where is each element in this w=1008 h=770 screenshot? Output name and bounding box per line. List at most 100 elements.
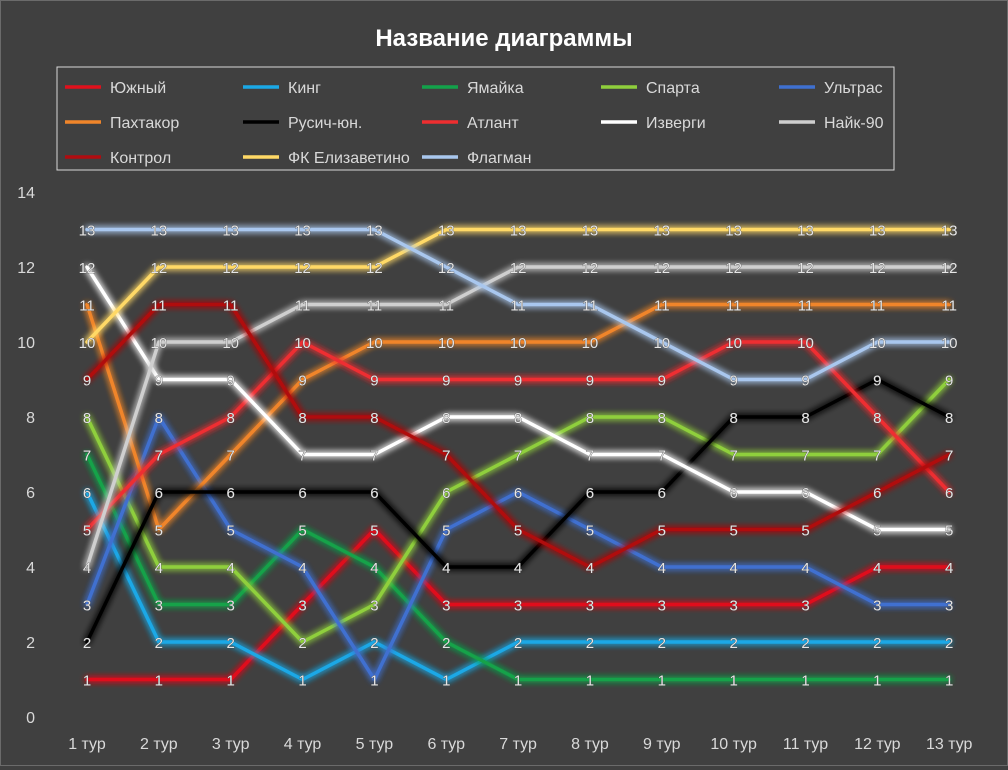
series-line-флагман [85,227,951,382]
data-label: 10 [582,335,599,352]
data-label: 9 [227,373,235,390]
legend-label: Ультрас [824,80,883,97]
data-label: 1 [227,673,235,690]
x-tick-label: 1 тур [68,736,106,753]
data-label: 6 [83,485,91,502]
data-label: 3 [514,598,522,615]
series-line-спарта [85,377,951,644]
data-label: 7 [658,448,666,465]
data-label: 5 [729,523,737,540]
data-label: 3 [586,598,594,615]
data-label: 6 [370,485,378,502]
legend-item-контрол: Контрол [65,150,171,167]
y-tick-label: 0 [26,710,35,727]
data-label: 5 [442,523,450,540]
data-label: 4 [514,560,522,577]
data-label: 4 [658,560,666,577]
data-label: 3 [801,598,809,615]
data-label: 8 [801,410,809,427]
data-label: 2 [586,635,594,652]
data-label: 3 [873,598,881,615]
data-label: 9 [873,373,881,390]
data-label: 5 [945,523,953,540]
data-label: 7 [227,448,235,465]
data-label: 12 [869,260,886,277]
data-label: 10 [366,335,383,352]
legend-label: Пахтакор [110,115,179,132]
data-label: 11 [941,298,957,315]
data-label: 6 [298,485,306,502]
data-label: 9 [298,373,306,390]
series-line-ямайка [85,452,951,682]
data-label: 9 [155,373,163,390]
data-label: 5 [227,523,235,540]
series-line-русич-юн [85,377,951,644]
data-label: 11 [510,298,526,315]
data-label: 7 [729,448,737,465]
data-label: 12 [582,260,599,277]
legend-item-кинг: Кинг [243,80,321,97]
data-label: 4 [298,560,306,577]
series-line-атлант [85,340,951,532]
data-label: 1 [370,673,378,690]
legend-item-атлант: Атлант [422,115,519,132]
legend-label: Русич-юн. [288,115,362,132]
legend: Южный Кинг Ямайка Спарта Ультрас Пахтакор Руси… [65,80,884,167]
data-label: 4 [227,560,235,577]
legend-item-ямайка: Ямайка [422,80,524,97]
data-label: 13 [294,223,311,240]
data-label: 13 [582,223,599,240]
data-label: 4 [83,560,91,577]
data-label: 10 [222,335,239,352]
data-label: 6 [873,485,881,502]
legend-label: Изверги [646,115,706,132]
data-label: 4 [873,560,881,577]
data-label: 8 [729,410,737,427]
x-tick-label: 12 тур [854,736,901,753]
data-label: 12 [294,260,311,277]
data-label: 11 [798,298,814,315]
data-label: 2 [442,635,450,652]
data-label: 5 [83,523,91,540]
data-label: 2 [83,635,91,652]
data-label: 6 [801,485,809,502]
data-label: 5 [298,523,306,540]
y-tick-label: 8 [26,410,35,427]
data-label: 1 [442,673,450,690]
legend-label: Контрол [110,150,171,167]
x-tick-label: 7 тур [499,736,537,753]
data-label: 13 [222,223,239,240]
data-label: 4 [586,560,594,577]
data-label: 2 [227,635,235,652]
data-label: 7 [370,448,378,465]
legend-label: Ямайка [467,80,524,97]
data-label: 5 [370,523,378,540]
data-label: 1 [83,673,91,690]
data-label: 1 [658,673,666,690]
data-label: 12 [366,260,383,277]
data-label: 2 [370,635,378,652]
data-label: 2 [658,635,666,652]
data-label: 7 [873,448,881,465]
data-label: 9 [514,373,522,390]
data-label: 13 [797,223,814,240]
x-tick-label: 6 тур [427,736,465,753]
data-label: 13 [366,223,383,240]
data-label: 13 [725,223,742,240]
data-label: 5 [514,523,522,540]
data-label: 5 [658,523,666,540]
data-label: 4 [442,560,450,577]
data-label: 10 [151,335,168,352]
legend-label: Южный [110,80,166,97]
data-label: 12 [151,260,168,277]
data-label: 2 [155,635,163,652]
data-label: 9 [801,373,809,390]
data-label: 7 [298,448,306,465]
series-line-найк-90 [85,265,951,569]
data-label: 7 [155,448,163,465]
data-label: 9 [442,373,450,390]
data-label: 3 [155,598,163,615]
series-line-пахтакор [85,302,951,532]
data-label: 8 [227,410,235,427]
data-label: 10 [294,335,311,352]
